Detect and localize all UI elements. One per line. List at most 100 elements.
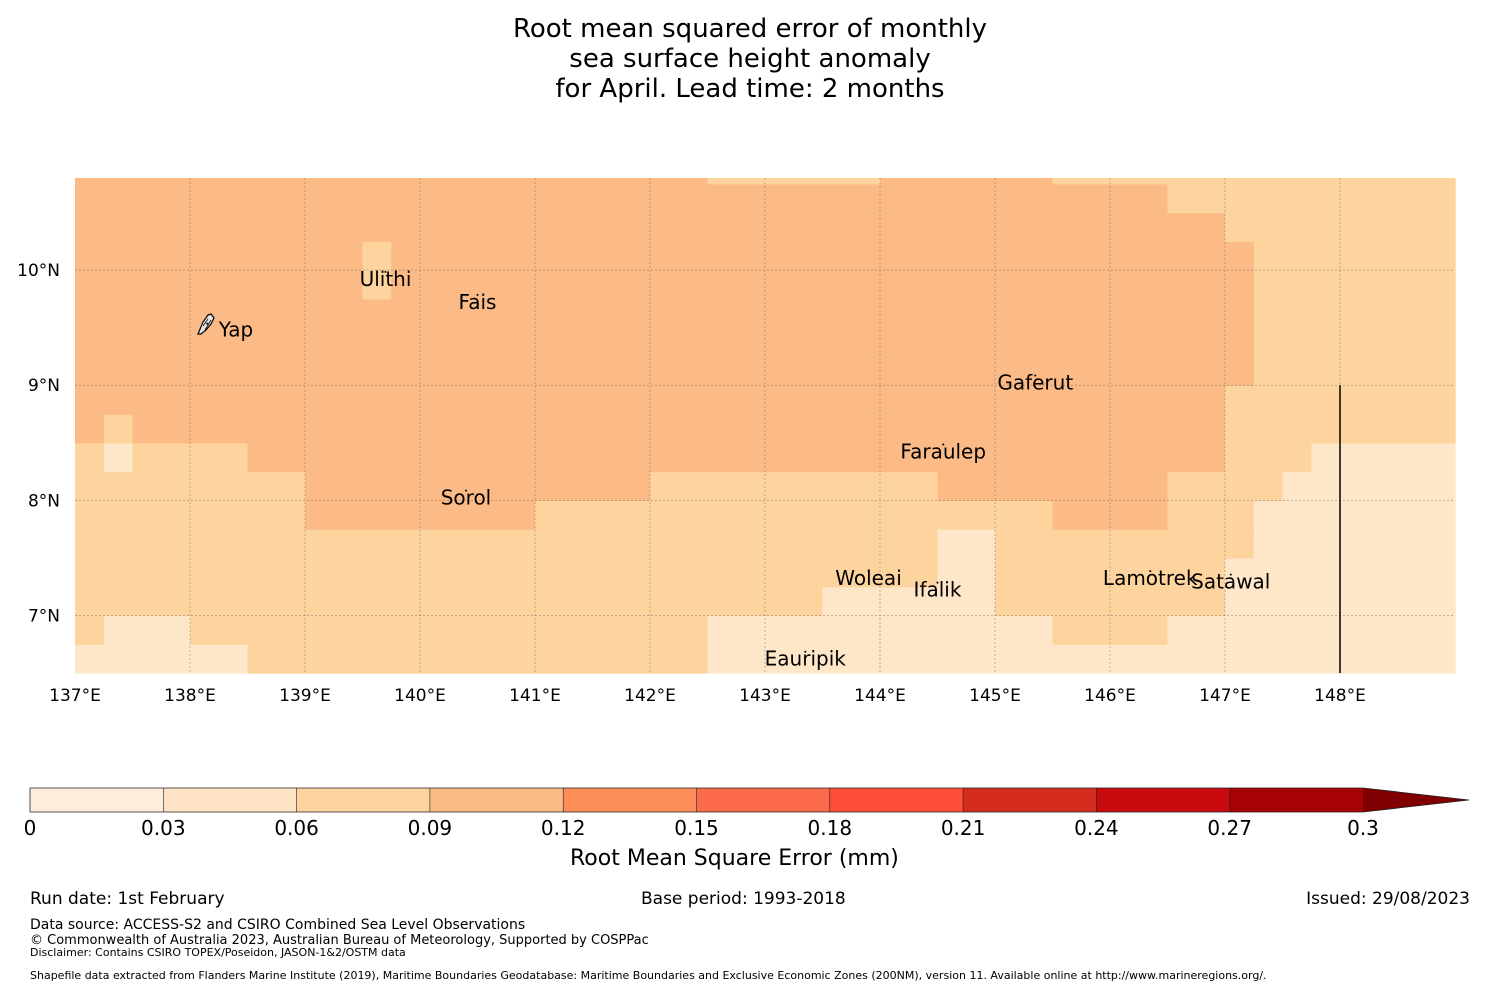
field-cell: [333, 327, 364, 358]
field-cell: [1110, 327, 1140, 358]
field-cell: [1225, 183, 1255, 214]
field-cell: [995, 644, 1025, 674]
field-cell: [420, 442, 450, 473]
field-cell: [1138, 414, 1169, 444]
lon-tick-label: 143°E: [739, 686, 791, 706]
field-cell: [1282, 212, 1312, 242]
field-cell: [161, 586, 191, 617]
field-cell: [563, 557, 594, 588]
field-cell: [535, 615, 565, 645]
island-dot: [942, 443, 945, 446]
field-cell: [506, 178, 536, 185]
field-cell: [1253, 270, 1284, 300]
field-cell: [362, 442, 392, 473]
field-cell: [1426, 615, 1456, 645]
field-cell: [1282, 241, 1312, 271]
field-cell: [707, 557, 737, 588]
field-cell: [1167, 442, 1197, 473]
field-cell: [1023, 529, 1054, 559]
field-cell: [793, 586, 824, 617]
field-cell: [1052, 356, 1082, 386]
field-cell: [1167, 327, 1197, 358]
field-cell: [563, 586, 594, 617]
field-cell: [506, 212, 536, 242]
field-cell: [1167, 644, 1197, 674]
field-cell: [276, 183, 306, 214]
island-markers: [197, 313, 215, 335]
field-cell: [1167, 500, 1197, 530]
field-cell: [650, 212, 680, 242]
field-cell: [1023, 183, 1054, 214]
field-cell: [190, 442, 220, 473]
field-cell: [908, 241, 939, 271]
colorbar-segment: [1229, 788, 1364, 812]
field-cell: [1167, 529, 1197, 559]
field-cell: [448, 356, 479, 386]
field-cell: [132, 557, 162, 588]
field-cell: [621, 442, 651, 473]
field-cell: [276, 327, 306, 358]
field-cell: [161, 529, 191, 559]
field-cell: [1052, 212, 1082, 242]
field-cell: [1368, 442, 1399, 473]
field-cell: [247, 557, 277, 588]
field-cell: [937, 644, 967, 674]
field-cell: [880, 500, 910, 530]
field-cell: [822, 183, 852, 214]
field-cell: [1397, 270, 1427, 300]
field-cell: [1196, 557, 1226, 588]
field-cell: [161, 356, 191, 386]
field-cell: [1225, 471, 1255, 501]
field-cell: [132, 644, 162, 674]
field-cell: [678, 557, 709, 588]
field-cell: [190, 385, 220, 415]
field-cell: [1225, 442, 1255, 473]
field-cell: [218, 557, 249, 588]
field-cell: [563, 356, 594, 386]
field-cell: [650, 356, 680, 386]
field-cell: [1196, 586, 1226, 617]
field-cell: [535, 471, 565, 501]
field-cell: [995, 385, 1025, 415]
field-cell: [1138, 557, 1169, 588]
field-cell: [736, 414, 766, 444]
field-cell: [707, 178, 737, 185]
field-cell: [1052, 615, 1082, 645]
field-cell: [362, 183, 392, 214]
field-cell: [563, 178, 594, 185]
field-cell: [1311, 529, 1341, 559]
island-dot: [867, 570, 870, 573]
field-cell: [1282, 327, 1312, 358]
field-cell: [276, 298, 306, 329]
field-cell: [1052, 270, 1082, 300]
field-cell: [190, 327, 220, 358]
field-cell: [132, 529, 162, 559]
field-cell: [103, 442, 134, 473]
field-cell: [1081, 471, 1111, 501]
field-cell: [793, 385, 824, 415]
field-cell: [477, 183, 507, 214]
field-cell: [218, 385, 249, 415]
field-cell: [362, 414, 392, 444]
field-cell: [650, 414, 680, 444]
field-cell: [477, 615, 507, 645]
field-cell: [851, 385, 881, 415]
field-cell: [736, 615, 766, 645]
field-cell: [75, 557, 105, 588]
field-cell: [1081, 442, 1111, 473]
field-cell: [391, 178, 421, 185]
field-cell: [305, 356, 335, 386]
field-cell: [736, 644, 766, 674]
field-cell: [966, 298, 996, 329]
field-cell: [1397, 471, 1427, 501]
field-cell: [1253, 212, 1284, 242]
field-cell: [995, 212, 1025, 242]
field-cell: [765, 356, 795, 386]
field-cell: [1052, 586, 1082, 617]
field-cell: [305, 178, 335, 185]
field-cell: [218, 327, 249, 358]
field-cell: [851, 298, 881, 329]
field-cell: [908, 298, 939, 329]
field-cell: [535, 442, 565, 473]
field-cell: [937, 471, 967, 501]
